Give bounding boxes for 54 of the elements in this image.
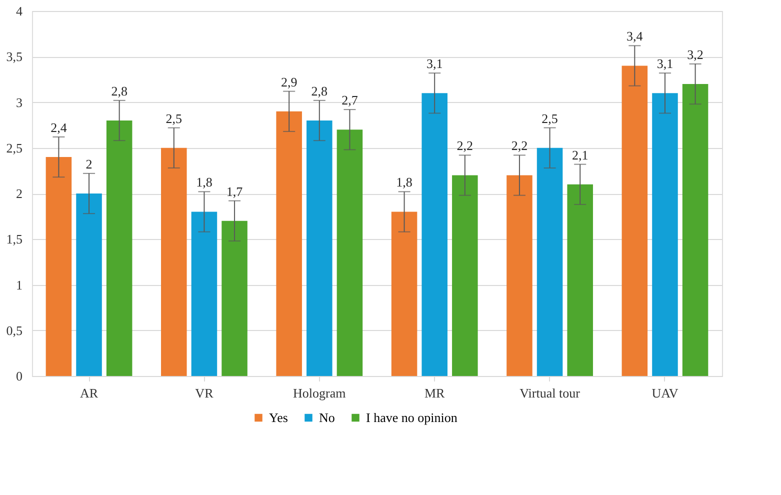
data-label: 2,2 [456, 138, 474, 154]
y-tick-label: 3,5 [6, 49, 22, 64]
legend-label: I have no opinion [366, 410, 458, 425]
data-label: 1,8 [396, 174, 412, 190]
data-label: 2,8 [111, 83, 128, 98]
data-label: 3,2 [687, 46, 704, 62]
data-label: 3,4 [626, 28, 644, 44]
data-label: 2,2 [511, 138, 528, 154]
x-tick-label: VR [195, 386, 214, 400]
legend-label: No [319, 410, 335, 425]
bar [506, 175, 532, 376]
x-tick-label: Hologram [293, 386, 346, 400]
data-label: 2,5 [542, 110, 558, 126]
bar [222, 220, 248, 376]
y-tick-label: 0,5 [6, 322, 22, 338]
bar [391, 212, 418, 376]
legend-label: Yes [269, 410, 288, 425]
y-tick-label: 2,5 [6, 140, 22, 156]
bar [682, 84, 708, 376]
data-label: 1,8 [196, 174, 212, 190]
bar [46, 157, 72, 376]
bar [567, 184, 593, 376]
y-tick-label: 1,5 [6, 232, 22, 247]
data-label: 3,1 [426, 56, 443, 72]
bar [76, 194, 102, 376]
data-label: 2,5 [166, 110, 182, 126]
data-label: 2,9 [280, 74, 298, 90]
x-tick-label: Virtual tour [520, 386, 581, 400]
bar [622, 66, 648, 376]
y-tick-label: 2 [16, 186, 22, 201]
data-label: 2,1 [572, 147, 588, 162]
bar [191, 212, 218, 376]
bar [276, 111, 302, 376]
data-label: 1,7 [226, 184, 244, 199]
x-tick-label: MR [424, 386, 446, 400]
bar [106, 120, 132, 376]
data-label: 2,7 [342, 92, 358, 108]
x-tick-label: AR [80, 386, 98, 400]
bar [336, 130, 363, 376]
x-tick-label: UAV [652, 386, 679, 400]
bar [536, 148, 563, 376]
data-label: 2 [86, 156, 92, 172]
y-tick-label: 0 [16, 368, 22, 384]
bar [306, 120, 332, 376]
bar [422, 93, 448, 376]
data-label: 3,1 [656, 56, 674, 72]
y-tick-label: 1 [16, 277, 22, 292]
bar [161, 148, 187, 376]
bar [652, 93, 678, 376]
bar [452, 175, 478, 376]
data-label: 2,4 [50, 120, 68, 135]
y-tick-label: 3 [16, 94, 22, 110]
data-label: 2,8 [311, 83, 328, 98]
y-tick-label: 4 [16, 4, 23, 18]
